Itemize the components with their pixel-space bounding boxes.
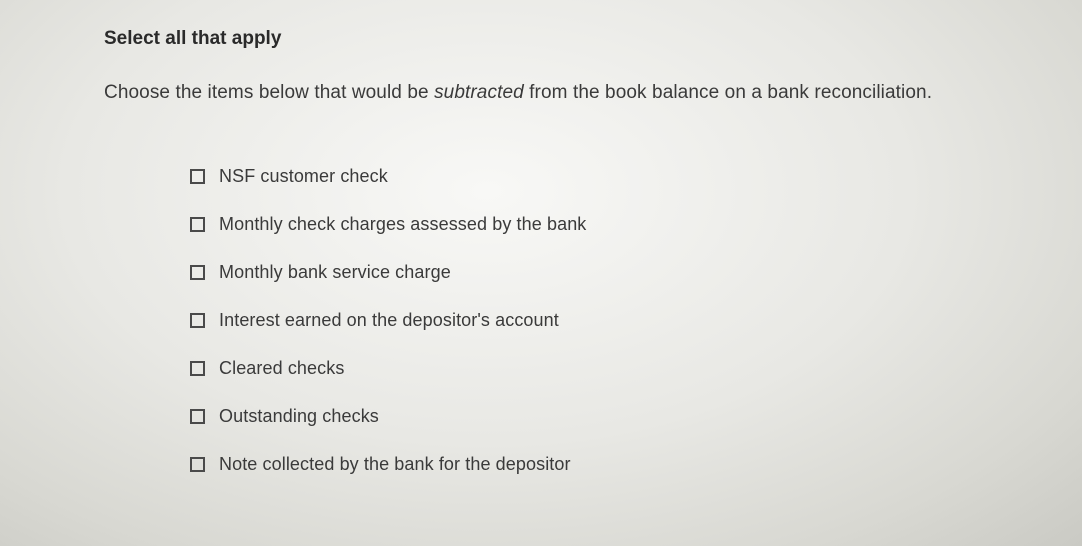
checkbox-icon[interactable] (190, 409, 205, 424)
option-label: NSF customer check (219, 166, 388, 187)
option-label: Outstanding checks (219, 406, 379, 427)
option-label: Monthly bank service charge (219, 262, 451, 283)
question-header: Select all that apply (104, 28, 1082, 50)
option-label: Monthly check charges assessed by the ba… (219, 214, 586, 235)
question-prompt: Choose the items below that would be sub… (104, 82, 1082, 104)
option-row[interactable]: Note collected by the bank for the depos… (190, 454, 1082, 475)
option-row[interactable]: Monthly bank service charge (190, 262, 1082, 283)
option-row[interactable]: Monthly check charges assessed by the ba… (190, 214, 1082, 235)
option-label: Cleared checks (219, 358, 344, 379)
checkbox-icon[interactable] (190, 169, 205, 184)
checkbox-icon[interactable] (190, 217, 205, 232)
checkbox-icon[interactable] (190, 457, 205, 472)
prompt-text-italic: subtracted (434, 82, 524, 103)
checkbox-icon[interactable] (190, 361, 205, 376)
options-list: NSF customer check Monthly check charges… (104, 166, 1082, 475)
option-row[interactable]: NSF customer check (190, 166, 1082, 187)
option-label: Interest earned on the depositor's accou… (219, 310, 559, 331)
option-row[interactable]: Outstanding checks (190, 406, 1082, 427)
prompt-text-before: Choose the items below that would be (104, 82, 434, 103)
prompt-text-after: from the book balance on a bank reconcil… (524, 82, 932, 103)
option-row[interactable]: Cleared checks (190, 358, 1082, 379)
option-row[interactable]: Interest earned on the depositor's accou… (190, 310, 1082, 331)
checkbox-icon[interactable] (190, 265, 205, 280)
checkbox-icon[interactable] (190, 313, 205, 328)
option-label: Note collected by the bank for the depos… (219, 454, 571, 475)
